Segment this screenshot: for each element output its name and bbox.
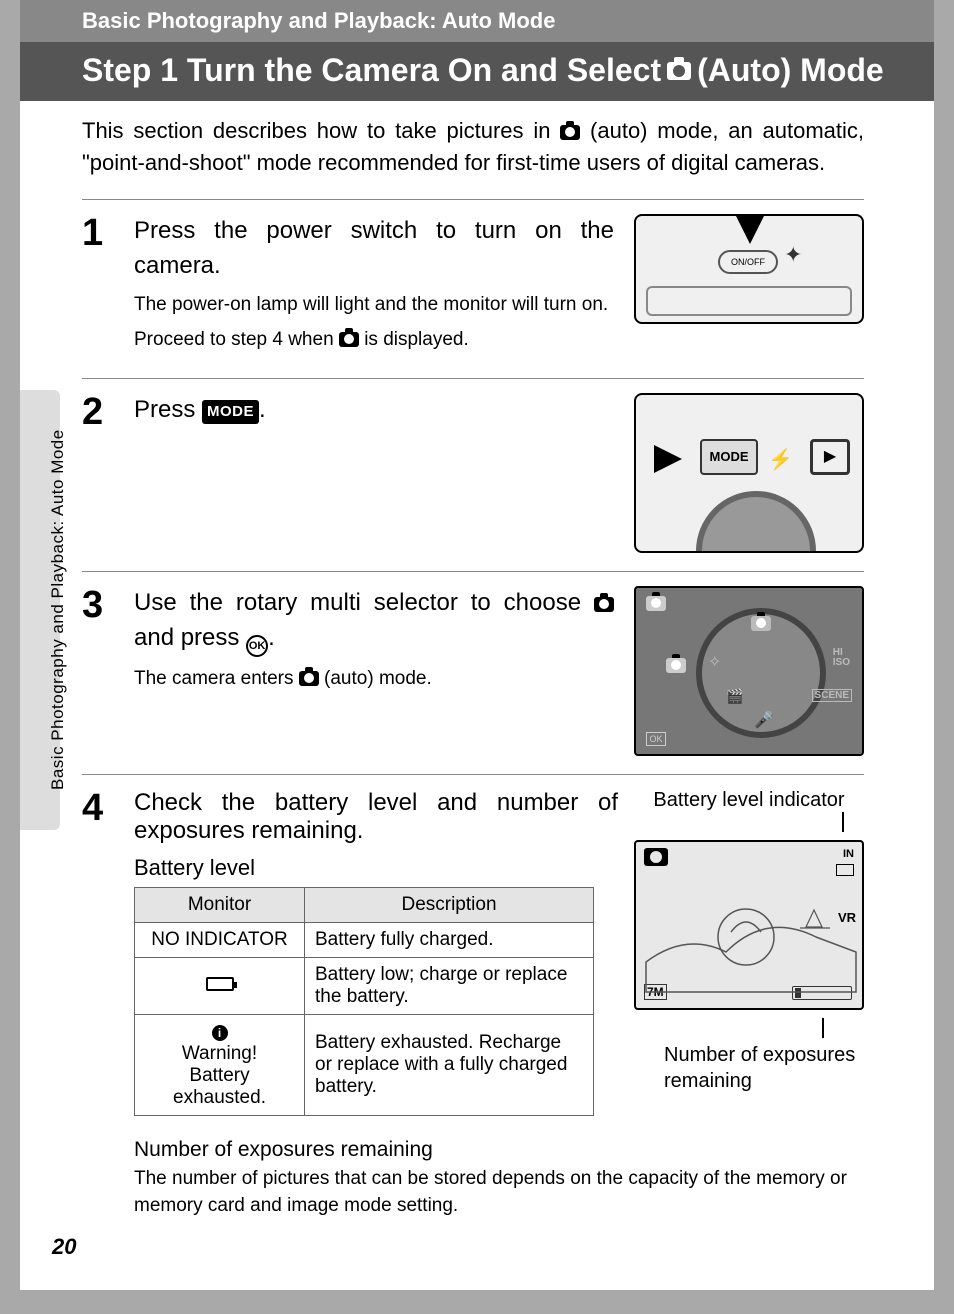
sparkle-icon: ✦ [784,242,802,268]
warn-b: Battery exhausted. [173,1065,266,1108]
movie-icon: 🎬 [726,688,743,705]
mic-icon: 🎤 [754,710,774,730]
table-row: Battery low; charge or replace the batte… [135,958,594,1015]
title-pre: Step 1 Turn the Camera On and Select [82,52,661,89]
table-row: NO INDICATOR Battery fully charged. [135,923,594,958]
anti-shake-icon: ✧ [708,652,721,672]
mode-badge: MODE [202,400,259,424]
breadcrumb: Basic Photography and Playback: Auto Mod… [20,0,934,42]
table-row: i Warning! Battery exhausted. Battery ex… [135,1015,594,1116]
exposures-footnote: The number of pictures that can be store… [134,1166,864,1219]
camera-icon [646,596,666,614]
camera-icon [667,62,691,80]
side-text: Basic Photography and Playback: Auto Mod… [48,400,68,820]
step2-illustration: MODE ⚡ ▶ [634,393,864,553]
s1-sub2a: Proceed to step 4 when [134,329,339,350]
step-number: 3 [82,586,118,756]
step3-illustration: OK ✧ HI ISO SCENE 🎤 🎬 [634,586,864,756]
play-icon: ▶ [810,439,850,475]
s2-hb: . [259,396,266,423]
mode-button-illus: MODE [700,439,758,475]
warn-a: Warning! [182,1043,257,1064]
cell-desc: Battery fully charged. [305,923,594,958]
camera-icon [751,616,771,634]
s3b: and press [134,624,246,651]
info-icon: i [212,1025,228,1041]
camera-icon [560,125,580,140]
cell-no-indicator: NO INDICATOR [135,923,305,958]
s3sb: (auto) mode. [319,668,432,689]
step-number: 4 [82,789,118,1219]
scene-icon: SCENE [812,689,852,702]
s3sa: The camera enters [134,668,299,689]
table-header-monitor: Monitor [135,888,305,923]
step-3: 3 Use the rotary multi selector to choos… [82,571,864,774]
title-post: (Auto) Mode [697,52,884,89]
lcd-preview: IN VR 7M [634,840,864,1010]
s3a: Use the rotary multi selector to choose [134,589,594,616]
step1-sub1: The power-on lamp will light and the mon… [134,291,614,320]
battery-indicator-label: Battery level indicator [634,789,864,812]
battery-table: Monitor Description NO INDICATOR Battery… [134,887,594,1116]
lcd-ok: OK [646,732,666,746]
camera-icon [666,658,686,676]
onoff-label: ON/OFF [718,250,778,274]
step3-heading: Use the rotary multi selector to choose … [134,586,614,657]
scene-sketch [636,842,864,1010]
step3-sub: The camera enters (auto) mode. [134,665,614,694]
cell-warning: i Warning! Battery exhausted. [135,1015,305,1116]
exposures-label: Number of exposures remaining [634,1042,864,1094]
ok-icon: OK [246,635,268,657]
step1-sub2: Proceed to step 4 when is displayed. [134,326,614,355]
intro-a: This section describes how to take pictu… [82,118,560,143]
s3c: . [268,624,275,651]
step1-illustration: ON/OFF ✦ [634,214,864,361]
page-title: Step 1 Turn the Camera On and Select (Au… [20,42,934,101]
camera-icon [299,671,319,686]
camera-icon [339,332,359,347]
s1-sub2b: is displayed. [359,329,469,350]
hiso-icon: HI ISO [833,648,850,668]
s2-ha: Press [134,396,202,423]
battery-level-subhead: Battery level [134,855,618,881]
step1-heading: Press the power switch to turn on the ca… [134,214,614,284]
flash-icon: ⚡ [768,447,793,472]
step4-heading: Check the battery level and number of ex… [134,789,618,845]
table-header-description: Description [305,888,594,923]
step2-heading: Press MODE. [134,393,614,428]
camera-icon [594,597,614,612]
step-2: 2 Press MODE. MODE ⚡ ▶ [82,378,864,571]
battery-low-icon [206,977,234,991]
cell-battery-icon [135,958,305,1015]
step-1: 1 Press the power switch to turn on the … [82,199,864,379]
step-number: 2 [82,393,118,553]
cell-desc: Battery low; charge or replace the batte… [305,958,594,1015]
exposures-subhead: Number of exposures remaining [134,1138,864,1162]
intro-text: This section describes how to take pictu… [82,115,864,179]
step-number: 1 [82,214,118,361]
step-4: 4 Check the battery level and number of … [82,774,864,1219]
cell-desc: Battery exhausted. Recharge or replace w… [305,1015,594,1116]
page-number: 20 [52,1234,76,1260]
step4-right-panel: Battery level indicator IN VR 7M [634,789,864,1116]
